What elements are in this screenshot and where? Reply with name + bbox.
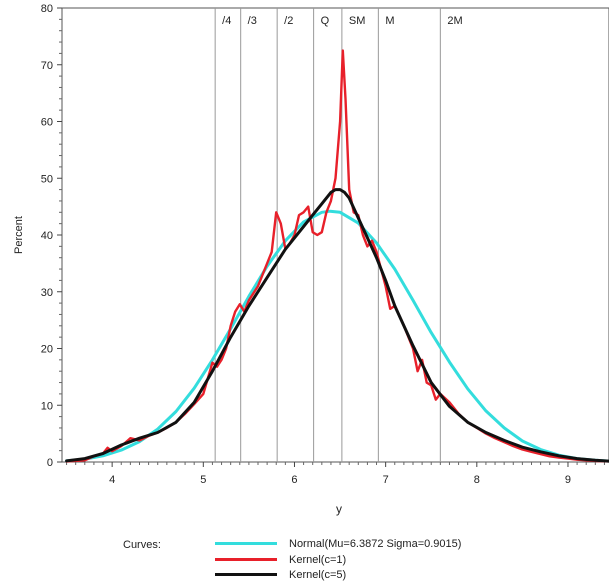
legend-swatch-kernel-c5 <box>215 573 277 576</box>
y-tick-label: 70 <box>41 60 53 72</box>
normal-curve <box>65 209 609 463</box>
curves <box>65 49 609 463</box>
reference-line-label: 2M <box>447 15 462 27</box>
y-tick-label: 20 <box>41 344 53 356</box>
y-tick-label: 40 <box>41 230 53 242</box>
x-axis-title: y <box>336 502 342 516</box>
reference-line-label: Q <box>321 15 330 27</box>
reference-line-label: /2 <box>284 15 293 27</box>
legend: Curves: Normal(Mu=6.3872 Sigma=0.9015) K… <box>0 530 609 586</box>
y-tick-label: 80 <box>41 3 53 15</box>
x-tick-label: 9 <box>565 474 571 486</box>
density-chart: /4/3/2 Q SM M 2M 0 10 20 30 40 50 60 70 80 4 5 6 7 8 9 y P… <box>13 3 609 516</box>
plot-frame <box>61 7 609 463</box>
y-tick-label: 50 <box>41 173 53 185</box>
y-tick-label: 10 <box>41 400 53 412</box>
legend-label-kernel-c5: Kernel(c=5) <box>289 568 347 581</box>
y-tick-label: 30 <box>41 287 53 299</box>
x-tick-label: 8 <box>474 474 480 486</box>
legend-label-normal: Normal(Mu=6.3872 Sigma=0.9015) <box>289 537 462 550</box>
legend-swatch-kernel-c1 <box>215 558 277 561</box>
y-tick-label: 60 <box>41 117 53 129</box>
legend-entry-kernel-c1: Kernel(c=1) <box>215 553 346 566</box>
reference-line-label: /4 <box>222 15 231 27</box>
reference-line-label: SM <box>349 15 366 27</box>
axes: 0 10 20 30 40 50 60 70 80 4 5 6 7 8 9 <box>41 3 605 486</box>
y-tick-label: 0 <box>47 457 53 469</box>
kernel-c5-curve <box>65 188 609 463</box>
reference-line-label: /3 <box>248 15 257 27</box>
x-tick-label: 5 <box>200 474 206 486</box>
legend-title: Curves: <box>123 539 161 551</box>
legend-entry-kernel-c5: Kernel(c=5) <box>215 568 346 581</box>
legend-swatch-normal <box>215 542 277 545</box>
reference-line-label: M <box>385 15 394 27</box>
x-tick-label: 7 <box>383 474 389 486</box>
legend-label-kernel-c1: Kernel(c=1) <box>289 553 347 566</box>
x-tick-label: 6 <box>291 474 297 486</box>
x-tick-label: 4 <box>109 474 115 486</box>
legend-entry-normal: Normal(Mu=6.3872 Sigma=0.9015) <box>215 537 461 550</box>
y-axis-title: Percent <box>13 216 25 254</box>
